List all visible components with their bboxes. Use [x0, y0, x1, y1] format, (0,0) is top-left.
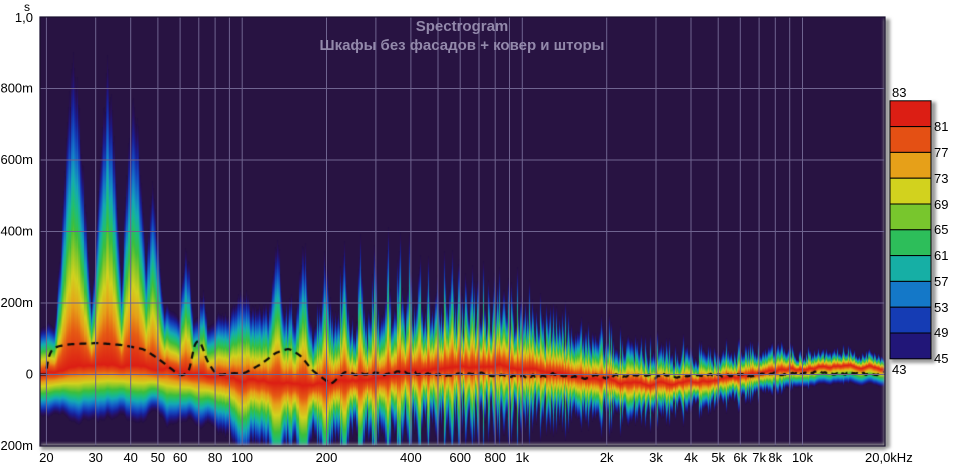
svg-text:6k: 6k [733, 450, 747, 465]
svg-text:45: 45 [934, 351, 948, 366]
svg-text:81: 81 [934, 119, 948, 134]
svg-text:5k: 5k [711, 450, 725, 465]
svg-text:77: 77 [934, 145, 948, 160]
svg-text:4k: 4k [684, 450, 698, 465]
svg-text:10k: 10k [792, 450, 813, 465]
svg-text:65: 65 [934, 222, 948, 237]
svg-text:100: 100 [231, 450, 253, 465]
svg-text:Spectrogram: Spectrogram [416, 18, 509, 35]
svg-text:20: 20 [39, 450, 53, 465]
svg-text:800: 800 [484, 450, 506, 465]
svg-text:600: 600 [449, 450, 471, 465]
svg-text:57: 57 [934, 274, 948, 289]
svg-text:200m: 200m [0, 295, 33, 310]
svg-text:7k: 7k [752, 450, 766, 465]
svg-text:53: 53 [934, 300, 948, 315]
svg-text:400m: 400m [0, 224, 33, 239]
svg-text:80: 80 [208, 450, 222, 465]
svg-text:83: 83 [892, 85, 906, 100]
svg-text:73: 73 [934, 171, 948, 186]
svg-text:200: 200 [316, 450, 338, 465]
svg-text:43: 43 [892, 362, 906, 377]
svg-text:0: 0 [26, 367, 33, 382]
svg-text:s: s [24, 0, 30, 14]
svg-text:49: 49 [934, 325, 948, 340]
svg-text:40: 40 [123, 450, 137, 465]
svg-text:20,0kHz: 20,0kHz [865, 450, 913, 465]
svg-text:8k: 8k [768, 450, 782, 465]
svg-text:400: 400 [400, 450, 422, 465]
svg-text:69: 69 [934, 197, 948, 212]
svg-text:50: 50 [151, 450, 165, 465]
svg-text:800m: 800m [0, 81, 33, 96]
svg-text:3k: 3k [649, 450, 663, 465]
svg-text:2k: 2k [600, 450, 614, 465]
svg-text:-200m: -200m [0, 438, 33, 453]
svg-text:30: 30 [88, 450, 102, 465]
svg-text:61: 61 [934, 248, 948, 263]
svg-text:60: 60 [173, 450, 187, 465]
svg-text:1k: 1k [515, 450, 529, 465]
svg-text:600m: 600m [0, 152, 33, 167]
svg-text:Шкафы без фасадов + ковер и шт: Шкафы без фасадов + ковер и шторы [320, 37, 605, 54]
